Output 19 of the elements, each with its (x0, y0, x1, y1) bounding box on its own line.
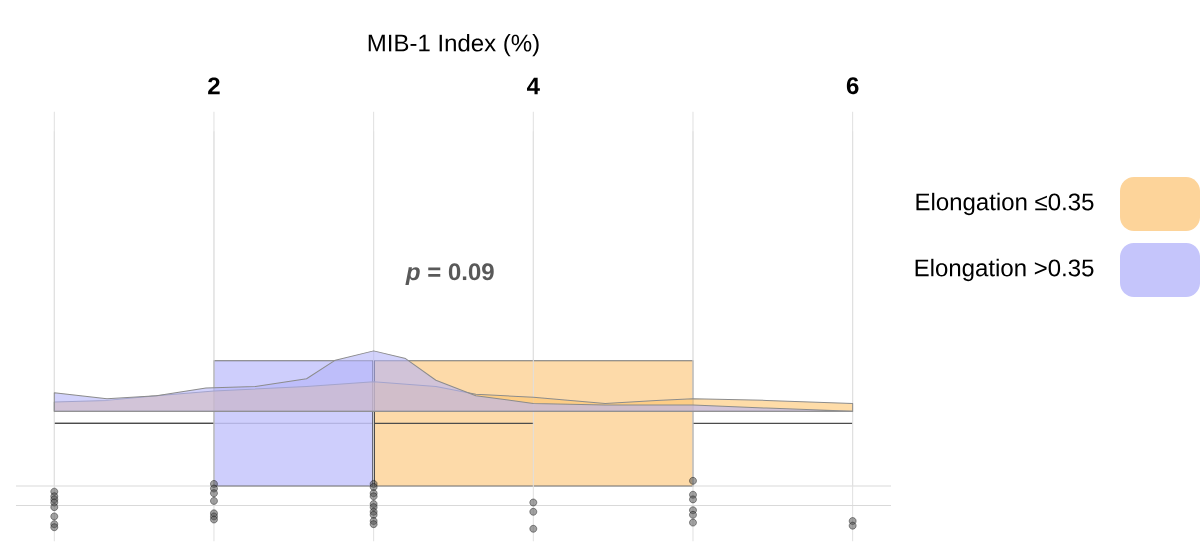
point (529, 525, 538, 533)
point (210, 497, 218, 505)
x-tick-label: 4 (526, 77, 540, 95)
point (689, 495, 697, 504)
annotation: p = 0.09 (405, 263, 494, 286)
point (689, 518, 697, 527)
x-tick-label: 6 (846, 77, 859, 95)
point (50, 512, 58, 521)
point (689, 477, 697, 485)
point (529, 498, 538, 507)
point (210, 489, 218, 497)
x-axis-title: MIB-1 Index (%) (368, 33, 539, 57)
point (50, 503, 58, 511)
legend-label: Elongation ≤0.35 (916, 192, 1094, 216)
point (529, 508, 538, 516)
point (848, 522, 857, 530)
legend-label: Elongation >0.35 (915, 258, 1094, 282)
point (689, 511, 697, 519)
x-tick-label: 2 (208, 77, 220, 95)
